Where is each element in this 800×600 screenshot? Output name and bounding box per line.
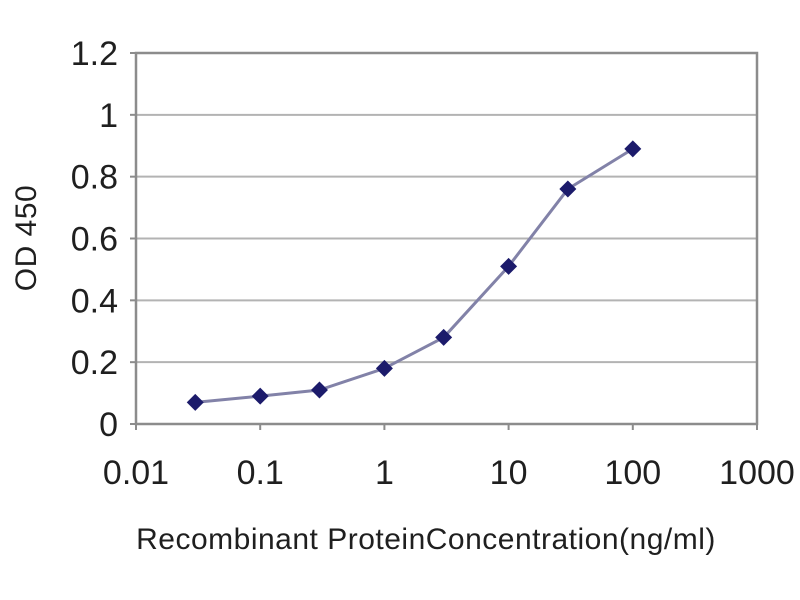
data-point-marker	[186, 393, 204, 411]
x-tick-label: 10	[490, 454, 528, 492]
y-tick-label: 0.8	[71, 159, 118, 197]
x-tick-label: 1000	[719, 454, 795, 492]
data-point-marker	[375, 359, 393, 377]
y-tick-label: 0.6	[71, 221, 118, 259]
x-tick-label: 100	[604, 454, 661, 492]
x-tick-label: 0.1	[237, 454, 284, 492]
data-point-marker	[500, 257, 518, 275]
data-point-marker	[559, 180, 577, 198]
y-tick-label: 0.2	[71, 344, 118, 382]
y-tick-label: 0	[99, 406, 118, 444]
data-point-marker	[435, 328, 453, 346]
y-tick-label: 1.2	[71, 35, 118, 73]
x-axis-title: Recombinant ProteinConcentration(ng/ml)	[136, 523, 716, 556]
data-point-marker	[251, 387, 269, 405]
y-tick-label: 0.4	[71, 282, 118, 320]
x-tick-label: 1	[375, 454, 394, 492]
data-point-marker	[310, 381, 328, 399]
x-tick-label: 0.01	[103, 454, 169, 492]
y-axis-title: OD 450	[10, 184, 43, 292]
y-tick-label: 1	[99, 97, 118, 135]
data-point-marker	[624, 140, 642, 158]
series-line	[195, 147, 634, 404]
